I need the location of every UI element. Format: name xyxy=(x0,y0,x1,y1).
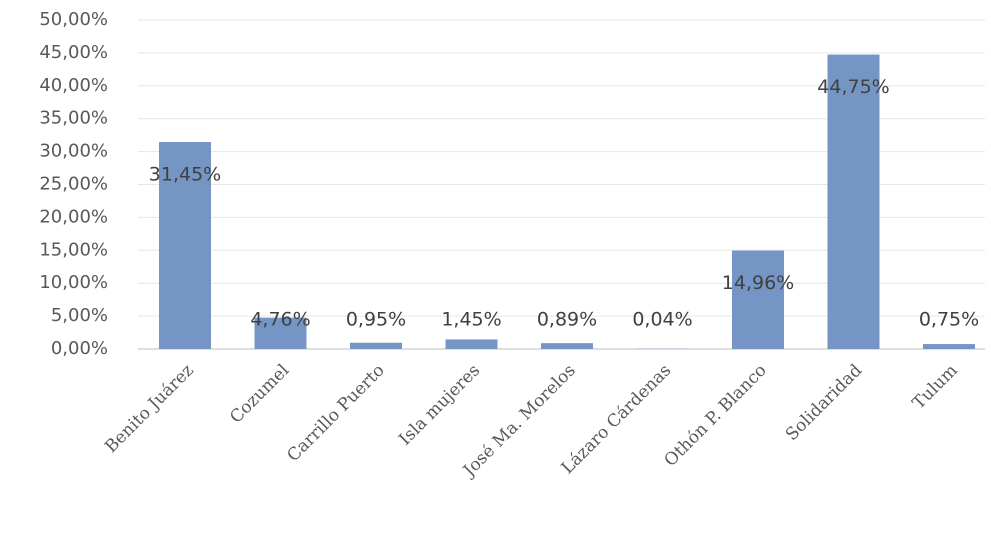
x-tick-label: Carrillo Puerto xyxy=(283,361,388,466)
bar xyxy=(445,339,498,349)
bar xyxy=(923,344,975,349)
y-tick-label: 10,00% xyxy=(39,272,108,293)
y-tick-label: 25,00% xyxy=(39,174,108,195)
value-label: 0,95% xyxy=(346,309,406,331)
bar xyxy=(350,342,402,349)
value-label: 14,96% xyxy=(722,272,794,294)
x-tick-label: Isla mujeres xyxy=(395,361,484,450)
y-tick-label: 40,00% xyxy=(39,75,108,96)
value-label: 1,45% xyxy=(441,309,501,331)
bar xyxy=(159,142,211,349)
value-label: 0,89% xyxy=(537,309,597,331)
y-tick-label: 5,00% xyxy=(51,305,108,326)
value-label: 0,75% xyxy=(919,309,979,331)
y-tick-label: 35,00% xyxy=(39,108,108,129)
y-tick-label: 30,00% xyxy=(39,141,108,162)
y-tick-label: 50,00% xyxy=(39,9,108,30)
value-label: 4,76% xyxy=(250,309,310,331)
x-tick-label: Tulum xyxy=(909,361,962,414)
y-tick-label: 20,00% xyxy=(39,206,108,227)
bar xyxy=(827,54,880,350)
bar xyxy=(254,317,307,349)
x-tick-label: Benito Juárez xyxy=(101,361,198,458)
x-tick-label: Othón P. Blanco xyxy=(660,361,770,471)
value-label: 31,45% xyxy=(149,164,221,186)
y-tick-label: 0,00% xyxy=(51,338,108,359)
y-tick-label: 45,00% xyxy=(39,42,108,63)
y-tick-label: 15,00% xyxy=(39,239,108,260)
bar xyxy=(732,250,784,349)
bar xyxy=(541,343,593,349)
x-tick-label: Cozumel xyxy=(226,361,293,428)
value-label: 44,75% xyxy=(817,76,889,98)
value-label: 0,04% xyxy=(632,309,692,331)
x-tick-label: Solidaridad xyxy=(782,361,866,445)
